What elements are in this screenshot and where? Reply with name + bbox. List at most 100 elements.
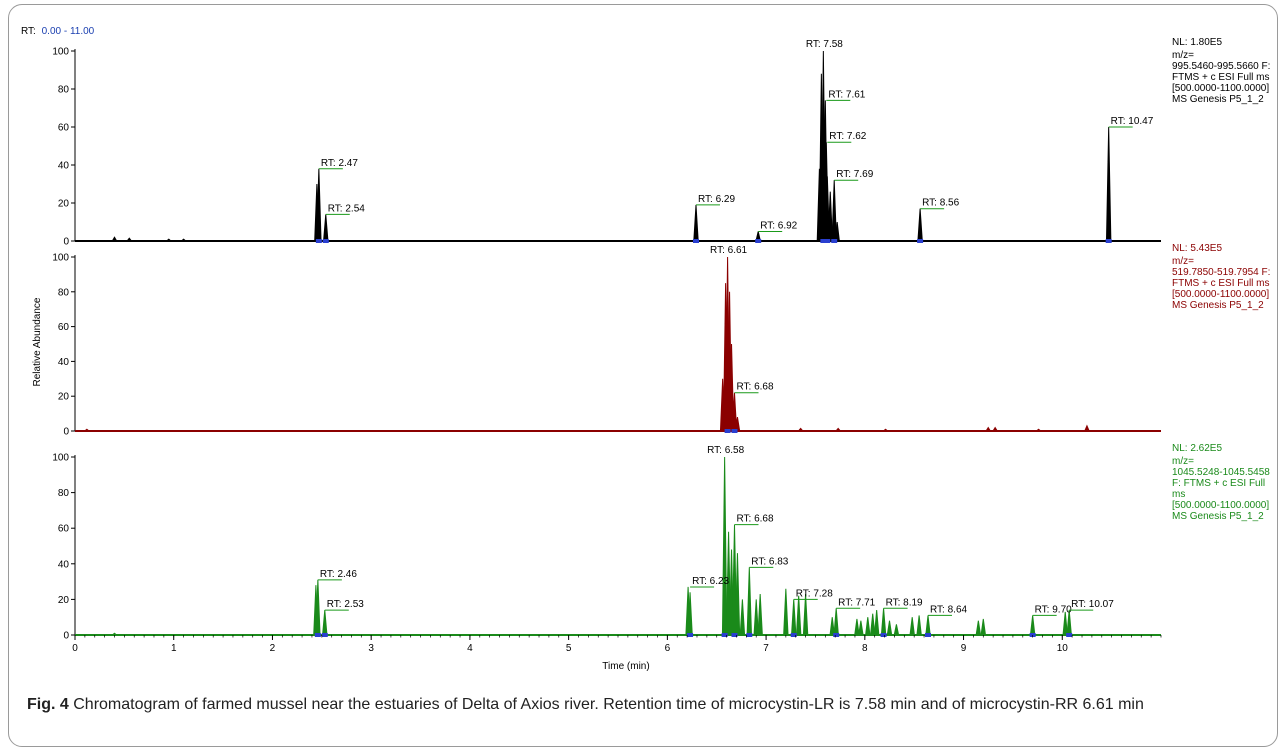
trace-info-line: FTMS + c ESI Full ms [1172,278,1270,289]
peak [791,599,797,636]
trace-info-line: m/z= [1172,456,1194,467]
peak [975,620,982,636]
peak [835,427,841,432]
x-tick-label: 5 [566,643,572,654]
y-tick-label: 100 [52,47,69,58]
peak [985,426,991,432]
y-tick-label: 60 [58,524,70,535]
peak-marker [692,239,699,243]
peak [721,456,728,636]
y-tick-label: 80 [58,85,70,96]
peak [992,426,998,432]
peak-marker [831,239,838,243]
x-tick-label: 6 [665,643,671,654]
peak [734,417,741,432]
x-tick-label: 2 [270,643,276,654]
peak-label: RT: 10.47 [1111,116,1154,127]
peak [693,204,699,242]
peak-label: RT: 7.61 [828,89,865,100]
peak [854,618,860,636]
trace-info-line: [500.0000-1100.0000] [1172,289,1269,300]
peak [883,428,889,432]
trace-info-line: 1045.5248-1045.5458 [1172,467,1270,478]
peak [865,617,871,636]
x-tick-label: 10 [1057,643,1069,654]
peak-label: RT: 7.71 [838,597,875,608]
peak-marker [833,633,840,637]
peak [783,588,789,636]
peak [802,594,809,636]
normalization-level: NL: 1.80E5 [1172,37,1222,48]
x-tick-label: 3 [368,643,374,654]
peak-marker [746,633,753,637]
peak-label: RT: 6.92 [760,221,797,232]
y-tick-label: 40 [58,161,70,172]
peak [734,553,741,636]
trace-info-line: m/z= [1172,50,1194,61]
trace-info: NL: 1.80E5 m/z= 995.5460-995.5660 F: FTMS +… [1172,37,1270,105]
x-axis: 0 1 2 3 4 5 6 7 8 9 10 [72,635,1162,654]
peak [858,620,864,636]
y-tick-label: 0 [63,631,69,642]
peak [166,238,172,242]
peak [925,615,931,636]
peak-label: RT: 7.28 [796,588,833,599]
peak [916,615,922,636]
peak-marker [1066,633,1073,637]
peak-label: RT: 6.68 [736,514,773,525]
trace-info-line: FTMS + c ESI Full ms [1172,72,1270,83]
x-tick-label: 7 [763,643,769,654]
y-tick-label: 40 [58,559,70,570]
y-tick-label: 80 [58,488,70,499]
y-tick-label: 20 [58,392,70,403]
peak-label: RT: 8.19 [886,597,923,608]
figure-number: Fig. 4 [27,696,69,713]
trace-info-line: MS Genesis P5_1_2 [1172,511,1264,522]
peak-marker [880,633,887,637]
peak [909,617,915,636]
y-tick-label: 20 [58,595,70,606]
peak [315,579,321,636]
x-tick-label: 9 [961,643,967,654]
trace-info-line: [500.0000-1100.0000] [1172,83,1269,94]
trace-info-line: 519.7850-519.7954 F: [1172,267,1270,278]
peak [829,617,835,636]
peak-label: RT: 6.58 [707,445,744,456]
peak [687,592,693,636]
y-axis-label: Relative Abundance [32,297,43,386]
peak [757,594,763,636]
peak-label: RT: 2.53 [327,599,364,610]
y-tick-label: 0 [63,237,69,248]
peak-label: RT: 6.83 [751,556,788,567]
trace-info-line: 995.5460-995.5660 F: [1172,61,1270,72]
panel-3: 0 20 40 60 80 100 RT: 2.46 RT: 2.53 RT: 6.23 RT: … [52,443,1270,642]
y-tick-label: 100 [52,253,69,264]
peak-marker [824,239,831,243]
peak-marker [1105,239,1112,243]
peak-marker [321,633,328,637]
peak-label: RT: 7.69 [836,169,873,180]
peak-marker [925,633,932,637]
peak [731,392,738,432]
peak [181,238,187,242]
rt-range-value: 0.00 - 11.00 [42,26,95,37]
peak-marker [322,239,329,243]
x-tick-label: 1 [171,643,177,654]
y-tick-label: 20 [58,199,70,210]
y-tick-label: 0 [63,427,69,438]
peak [1066,610,1072,636]
peak [126,237,132,242]
figure-caption: Fig. 4 Chromatogram of farmed mussel nea… [27,693,1267,716]
peak-marker [314,633,321,637]
peak [1029,615,1036,636]
peak [917,208,923,242]
peak [739,599,746,636]
peak [833,608,839,636]
peak-label: RT: 6.68 [736,382,773,393]
peak-marker [724,429,731,433]
trace-info: NL: 2.62E5 m/z= 1045.5248-1045.5458 F: FTMS… [1172,443,1270,522]
peak [316,168,322,242]
x-axis-label: Time (min) [602,661,649,672]
peak [798,427,804,432]
